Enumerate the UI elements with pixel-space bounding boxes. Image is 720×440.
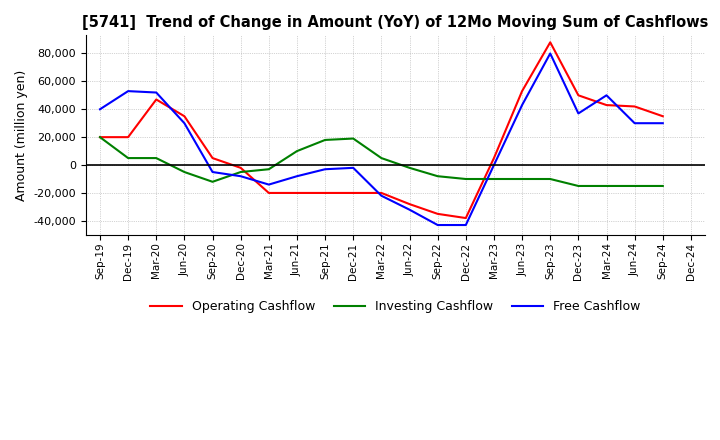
Free Cashflow — [630, 121, 639, 126]
Investing Cashflow — [602, 183, 611, 189]
Line: Free Cashflow: Free Cashflow — [100, 54, 663, 225]
Operating Cashflow — [377, 191, 386, 196]
Free Cashflow — [433, 222, 442, 227]
Title: [5741]  Trend of Change in Amount (YoY) of 12Mo Moving Sum of Cashflows: [5741] Trend of Change in Amount (YoY) o… — [82, 15, 708, 30]
Operating Cashflow — [462, 216, 470, 221]
Investing Cashflow — [490, 176, 498, 182]
Free Cashflow — [574, 111, 582, 116]
Investing Cashflow — [321, 137, 330, 143]
Investing Cashflow — [518, 176, 526, 182]
Investing Cashflow — [292, 148, 301, 154]
Free Cashflow — [349, 165, 358, 170]
Free Cashflow — [96, 106, 104, 112]
Free Cashflow — [405, 207, 414, 213]
Free Cashflow — [490, 162, 498, 168]
Operating Cashflow — [574, 93, 582, 98]
Investing Cashflow — [349, 136, 358, 141]
Investing Cashflow — [208, 179, 217, 184]
Y-axis label: Amount (million yen): Amount (million yen) — [15, 70, 28, 201]
Free Cashflow — [292, 173, 301, 179]
Free Cashflow — [462, 222, 470, 227]
Operating Cashflow — [602, 103, 611, 108]
Operating Cashflow — [124, 135, 132, 140]
Free Cashflow — [208, 169, 217, 175]
Operating Cashflow — [630, 104, 639, 109]
Investing Cashflow — [96, 135, 104, 140]
Operating Cashflow — [264, 191, 273, 196]
Free Cashflow — [124, 88, 132, 94]
Operating Cashflow — [96, 135, 104, 140]
Investing Cashflow — [236, 169, 245, 175]
Operating Cashflow — [405, 202, 414, 207]
Operating Cashflow — [236, 165, 245, 170]
Free Cashflow — [659, 121, 667, 126]
Operating Cashflow — [546, 40, 554, 45]
Line: Operating Cashflow: Operating Cashflow — [100, 42, 663, 218]
Investing Cashflow — [433, 173, 442, 179]
Free Cashflow — [321, 167, 330, 172]
Free Cashflow — [546, 51, 554, 56]
Investing Cashflow — [180, 169, 189, 175]
Operating Cashflow — [349, 191, 358, 196]
Operating Cashflow — [659, 114, 667, 119]
Free Cashflow — [264, 182, 273, 187]
Investing Cashflow — [659, 183, 667, 189]
Free Cashflow — [152, 90, 161, 95]
Free Cashflow — [602, 93, 611, 98]
Operating Cashflow — [490, 155, 498, 161]
Operating Cashflow — [321, 191, 330, 196]
Operating Cashflow — [518, 88, 526, 94]
Operating Cashflow — [433, 211, 442, 216]
Investing Cashflow — [405, 165, 414, 170]
Investing Cashflow — [462, 176, 470, 182]
Operating Cashflow — [208, 155, 217, 161]
Investing Cashflow — [546, 176, 554, 182]
Operating Cashflow — [152, 97, 161, 102]
Line: Investing Cashflow: Investing Cashflow — [100, 137, 663, 186]
Free Cashflow — [180, 121, 189, 126]
Free Cashflow — [377, 193, 386, 198]
Investing Cashflow — [124, 155, 132, 161]
Operating Cashflow — [292, 191, 301, 196]
Operating Cashflow — [180, 114, 189, 119]
Investing Cashflow — [152, 155, 161, 161]
Legend: Operating Cashflow, Investing Cashflow, Free Cashflow: Operating Cashflow, Investing Cashflow, … — [145, 295, 646, 318]
Investing Cashflow — [377, 155, 386, 161]
Investing Cashflow — [574, 183, 582, 189]
Investing Cashflow — [630, 183, 639, 189]
Free Cashflow — [518, 103, 526, 108]
Free Cashflow — [236, 173, 245, 179]
Investing Cashflow — [264, 167, 273, 172]
